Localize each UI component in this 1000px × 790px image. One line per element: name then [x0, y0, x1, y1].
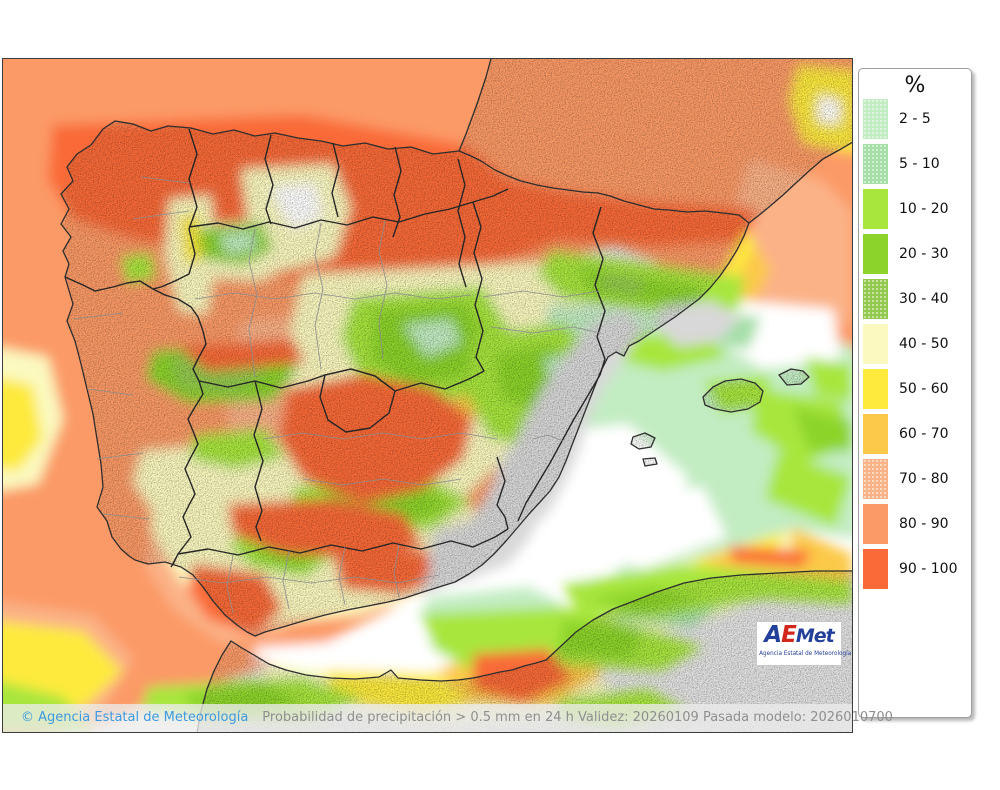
logo-caption: Agencia Estatal de Meteorología — [759, 650, 852, 657]
legend-label: 10 - 20 — [899, 201, 949, 217]
legend-swatch — [863, 99, 888, 139]
legend-label: 80 - 90 — [899, 516, 949, 532]
logo-letters-met: Met — [795, 625, 835, 647]
map-caption-bar: © Agencia Estatal de Meteorología Probabi… — [3, 704, 893, 732]
legend-swatch — [863, 324, 888, 364]
legend-swatch — [863, 549, 888, 589]
legend-entry: 90 - 100 — [863, 549, 971, 589]
legend-entry: 10 - 20 — [863, 189, 971, 229]
legend-swatch — [863, 414, 888, 454]
legend-title: % — [904, 73, 926, 98]
legend-swatch — [863, 189, 888, 229]
portugal-spain-border — [64, 276, 207, 568]
logo-letter-a: A — [764, 622, 782, 648]
legend-entry: 5 - 10 — [863, 144, 971, 184]
legend-swatch — [863, 234, 888, 274]
legend-entry: 2 - 5 — [863, 99, 971, 139]
legend-entry: 70 - 80 — [863, 459, 971, 499]
legend-entry: 60 - 70 — [863, 414, 971, 454]
precipitation-map: © Agencia Estatal de Meteorología Probabi… — [2, 58, 893, 733]
legend-label: 20 - 30 — [899, 246, 949, 262]
border-lines — [60, 59, 852, 732]
aemet-logo-word: AEMet — [757, 622, 841, 650]
legend-swatch — [863, 504, 888, 544]
legend-label: 5 - 10 — [899, 156, 940, 172]
copyright-text: © Agencia Estatal de Meteorología — [21, 710, 249, 725]
legend-entry: 20 - 30 — [863, 234, 971, 274]
logo-letter-e: E — [781, 622, 797, 648]
legend-entry: 50 - 60 — [863, 369, 971, 409]
map-image — [3, 59, 852, 732]
legend-label: 50 - 60 — [899, 381, 949, 397]
legend-panel: % 2 - 5 5 - 10 10 - 20 20 - 30 30 - 40 — [858, 68, 972, 718]
aemet-logo: AEMet Agencia Estatal de Meteorología — [756, 621, 852, 666]
legend-entry: 80 - 90 — [863, 504, 971, 544]
legend-swatch — [863, 459, 888, 499]
legend-entry: 40 - 50 — [863, 324, 971, 364]
legend-rows: 2 - 5 5 - 10 10 - 20 20 - 30 30 - 40 40 … — [859, 97, 971, 589]
legend-label: 90 - 100 — [899, 561, 958, 577]
caption-text: Probabilidad de precipitación > 0.5 mm e… — [262, 710, 893, 725]
legend-label: 60 - 70 — [899, 426, 949, 442]
legend-label: 2 - 5 — [899, 111, 931, 127]
legend-label: 40 - 50 — [899, 336, 949, 352]
legend-entry: 30 - 40 — [863, 279, 971, 319]
legend-swatch — [863, 369, 888, 409]
legend-swatch — [863, 144, 888, 184]
legend-label: 70 - 80 — [899, 471, 949, 487]
legend-swatch — [863, 279, 888, 319]
legend-label: 30 - 40 — [899, 291, 949, 307]
